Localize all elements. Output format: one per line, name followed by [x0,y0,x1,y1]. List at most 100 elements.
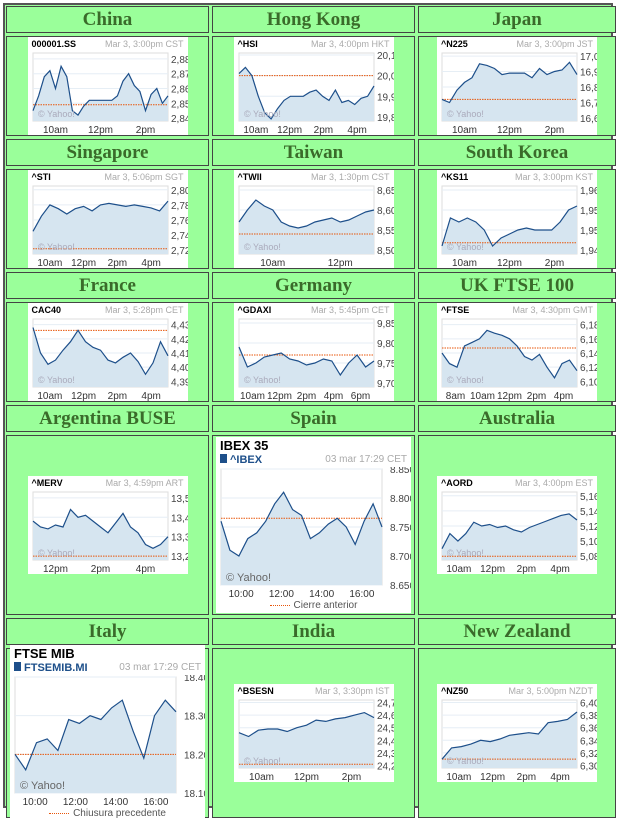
chart-widget[interactable]: ^TWII Mar 3, 1:30pm CST 8,650 8,600 8,550 8,5… [233,170,394,268]
price-line [238,66,375,120]
y-tick-label: 13,200 [171,552,188,563]
x-tick-label: 2pm [135,125,154,135]
y-tick-label: 6,400 [580,699,597,710]
x-tick-label: 2pm [517,772,536,782]
y-tick-label: 18.300 [184,712,205,723]
ticker-symbol: ^N225 [441,39,468,49]
price-line [238,199,374,229]
y-tick-label: 2,860 [171,84,188,95]
x-tick-label: 10am [446,772,471,782]
region-title-france: France [6,272,209,299]
yahoo-watermark: © Yahoo! [447,756,484,766]
x-tick-label: 12pm [71,258,96,268]
region-title-taiwan: Taiwan [212,139,415,166]
x-tick-label: 4pm [141,391,160,401]
y-tick-label: 2,720 [171,246,188,257]
y-tick-label: 24,600 [377,711,394,722]
x-tick-label: 4pm [135,564,154,574]
price-line [220,491,383,557]
chart-widget[interactable]: ^STI Mar 3, 5:06pm SGT 2,800 2,780 2,760 2,74… [27,170,188,268]
price-chart: 4,430 4,420 4,410 4,400 4,390 © Yahoo! 10am 12p… [31,318,188,401]
price-line [441,513,578,549]
x-tick-label: 10am [243,125,268,135]
chart-widget[interactable]: ^N225 Mar 3, 3:00pm JST 17,000 16,900 16,800… [437,37,597,135]
yahoo-watermark: © Yahoo! [20,780,65,792]
chart-cell-china: 000001.SS Mar 3, 3:00pm CST 2,880 2,870 2,86… [6,36,209,136]
y-tick-label: 1,960 [580,186,597,197]
y-tick-label: 2,780 [171,201,188,212]
x-tick-label: 4pm [550,564,569,574]
y-tick-label: 8.850 [390,467,411,476]
timestamp: Mar 3, 5:28pm CET [104,305,184,315]
y-tick-label: 9,700 [377,379,394,390]
x-tick-label: 4pm [323,391,342,401]
x-tick-label: 12:00 [269,589,294,599]
y-tick-label: 16,900 [580,68,597,79]
price-area [238,200,374,254]
price-chart: 2,880 2,870 2,860 2,850 2,840 © Yahoo! 10am 12p… [31,52,188,135]
x-tick-label: 4pm [347,125,366,135]
price-line [441,329,578,379]
price-area [238,347,374,387]
ticker-symbol: ^GDAXI [237,305,272,315]
y-tick-label: 6,160 [580,335,597,346]
y-tick-label: 19,800 [377,113,394,124]
price-chart: 13,500 13,400 13,300 13,200 © Yahoo! 12pm 2pm 4… [32,491,188,574]
y-tick-label: 18.200 [184,750,205,761]
y-tick-label: 2,870 [171,70,188,81]
x-tick-label: 2pm [527,391,546,401]
x-tick-label: 2pm [545,125,564,135]
region-title-argentina-buse: Argentina BUSE [6,405,209,432]
y-tick-label: 9,750 [377,359,394,370]
price-area [238,712,374,768]
y-tick-label: 2,850 [171,99,188,110]
y-tick-label: 16,600 [580,114,597,125]
index-title: FTSE MIB [14,646,75,661]
chart-widget[interactable]: ^HSI Mar 3, 4:00pm HKT 20,100 20,000 19,900 1… [233,37,394,135]
price-chart: 20,100 20,000 19,900 19,800 © Yahoo! 10am 12pm… [238,51,394,135]
region-title-uk-ftse-100: UK FTSE 100 [418,272,616,299]
y-tick-label: 4,400 [171,363,188,374]
x-tick-label: 12pm [327,258,352,268]
chart-widget[interactable]: ^BSESN Mar 3, 3:30pm IST 24,70024,600 24,50… [233,684,394,782]
yahoo-watermark: © Yahoo! [244,242,281,252]
price-chart: 24,70024,600 24,50024,400 24,30024,200 © Ya… [238,699,394,782]
timestamp: 03 mar 17:29 CET [325,454,407,465]
market-grid: China Hong Kong Japan 000001.SS Mar 3, 3:00p… [3,3,616,821]
x-tick-label: 12pm [71,391,96,401]
yahoo-watermark: © Yahoo! [447,242,484,252]
yahoo-watermark: © Yahoo! [226,572,271,584]
chart-cell-india: ^BSESN Mar 3, 3:30pm IST 24,70024,600 24,50… [212,648,415,818]
y-tick-label: 16,700 [580,98,597,109]
ticker-symbol: ^IBEX [220,454,262,466]
price-line [238,711,374,738]
y-tick-label: 18.100 [184,789,205,800]
price-area [32,509,168,560]
y-tick-label: 5,160 [580,492,597,503]
price-chart: 18.400 18.300 18.200 18.100 © Yahoo! 10:00 12:… [14,675,205,807]
y-tick-label: 6,100 [580,377,597,388]
yahoo-watermark: © Yahoo! [244,109,281,119]
timestamp: Mar 3, 5:06pm SGT [104,172,184,182]
chart-widget[interactable]: 000001.SS Mar 3, 3:00pm CST 2,880 2,870 2,86… [27,37,188,135]
timestamp: Mar 3, 3:30pm IST [314,686,390,696]
chart-widget[interactable]: ^MERV Mar 3, 4:59pm ART 13,500 13,400 13,300… [27,476,188,574]
x-tick-label: 6pm [350,391,369,401]
y-tick-label: 24,200 [377,761,394,772]
x-tick-label: 2pm [107,258,126,268]
y-tick-label: 6,140 [580,349,597,360]
x-tick-label: 16:00 [349,589,374,599]
timestamp: Mar 3, 3:00pm CST [104,39,184,49]
